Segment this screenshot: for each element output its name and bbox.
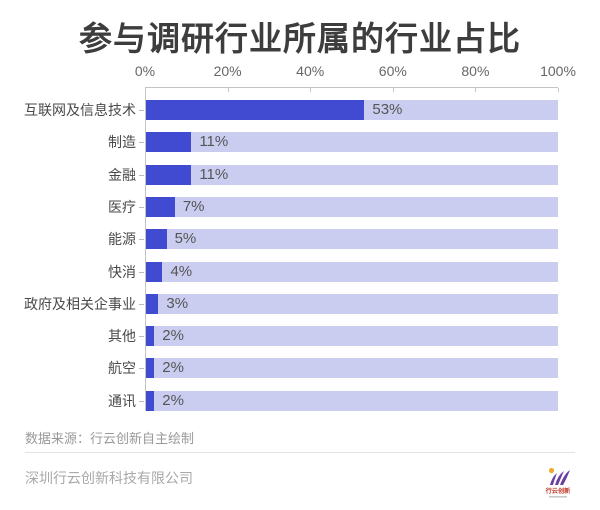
category-tick-mark	[139, 272, 144, 273]
value-label: 7%	[182, 198, 205, 215]
category-tick-mark	[139, 336, 144, 337]
bar	[146, 132, 192, 152]
y-axis-line	[145, 87, 146, 411]
bar	[146, 294, 159, 314]
bar-track: 2%	[146, 326, 558, 346]
x-tick-label: 80%	[461, 63, 490, 79]
category-label: 快消	[108, 264, 136, 280]
category-tick-mark	[139, 239, 144, 240]
value-label: 11%	[199, 133, 229, 150]
bar-track: 11%	[146, 132, 558, 152]
x-tick-mark	[392, 88, 394, 92]
bar-track: 2%	[146, 391, 558, 411]
x-axis-line	[145, 87, 558, 88]
category-label: 制造	[108, 134, 136, 150]
bar-track: 11%	[146, 165, 558, 185]
bar-track: 5%	[146, 229, 558, 249]
category-label: 政府及相关企事业	[24, 296, 136, 312]
value-label: 2%	[162, 359, 184, 376]
bar	[146, 262, 163, 282]
category-tick-mark	[139, 304, 144, 305]
bar	[146, 391, 155, 411]
category-label: 医疗	[108, 199, 136, 215]
category-tick-mark	[139, 175, 144, 176]
value-label: 2%	[162, 392, 184, 409]
bar-track: 3%	[146, 294, 558, 314]
category-label: 通讯	[108, 393, 136, 409]
x-tick-mark	[558, 88, 559, 92]
category-tick-mark	[139, 368, 144, 369]
value-label: 4%	[170, 263, 193, 280]
data-source-note: 数据来源：行云创新自主绘制	[25, 431, 195, 446]
value-label: 11%	[199, 166, 229, 183]
svg-text:行云创新: 行云创新	[545, 487, 572, 495]
x-tick-mark	[227, 88, 229, 92]
bar-track: 4%	[146, 262, 558, 282]
x-tick-label: 40%	[296, 63, 325, 79]
value-label: 5%	[174, 230, 197, 247]
bar	[146, 326, 155, 346]
category-label: 航空	[108, 360, 136, 376]
x-tick-label: 60%	[378, 63, 407, 79]
bar	[146, 100, 365, 120]
value-label: 53%	[372, 101, 403, 118]
category-label: 金融	[108, 167, 136, 183]
category-label: 其他	[108, 328, 136, 344]
category-tick-mark	[139, 110, 144, 111]
bar-track: 53%	[146, 100, 558, 120]
x-tick-label: 0%	[134, 63, 156, 79]
x-tick-mark	[310, 88, 312, 92]
bar-track: 2%	[146, 358, 558, 378]
category-tick-mark	[139, 401, 144, 402]
company-name: 深圳行云创新科技有限公司	[25, 470, 193, 486]
bar	[146, 165, 192, 185]
bar	[146, 229, 167, 249]
bar	[146, 358, 155, 378]
bar-track: 7%	[146, 197, 558, 217]
x-tick-mark	[475, 88, 477, 92]
company-logo-icon: 行云创新	[545, 467, 572, 498]
category-tick-mark	[139, 207, 144, 208]
category-label: 能源	[108, 231, 136, 247]
value-label: 3%	[166, 295, 189, 312]
x-tick-label: 20%	[213, 63, 242, 79]
value-label: 2%	[162, 327, 184, 344]
category-label: 互联网及信息技术	[24, 102, 136, 118]
chart-title: 参与调研行业所属的行业占比	[79, 20, 521, 57]
category-tick-mark	[139, 142, 144, 143]
bar	[146, 197, 175, 217]
x-tick-label: 100%	[540, 63, 576, 79]
footer-divider	[25, 452, 575, 453]
